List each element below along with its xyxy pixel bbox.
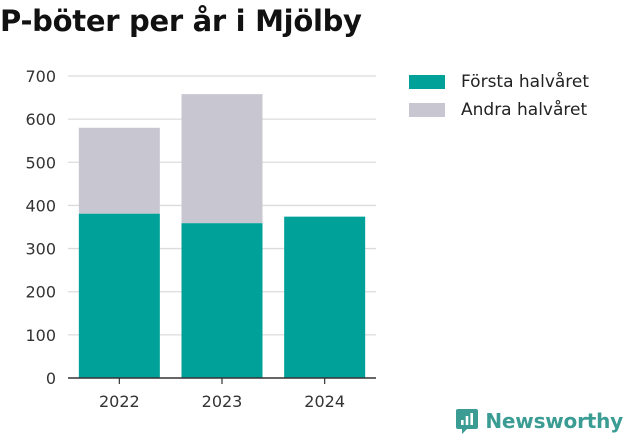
legend-swatch-first-half [409,75,445,89]
y-tick-label-0: 0 [46,369,56,388]
bar-2023-series-1 [181,94,263,224]
bar-2022-series-0 [78,213,160,378]
legend-swatch-second-half [409,103,445,117]
x-tick-label-2023: 2023 [202,392,243,411]
x-tick-label-2022: 2022 [99,392,140,411]
y-tick-label-700: 700 [25,67,56,86]
y-tick-label-200: 200 [25,283,56,302]
y-tick-label-300: 300 [25,240,56,259]
bars [78,94,366,378]
x-tick-label-2024: 2024 [304,392,345,411]
brand-logo: Newsworthy [455,407,623,435]
legend-label-second-half: Andra halvåret [461,100,588,120]
legend-label-first-half: Första halvåret [461,72,590,92]
legend-item-first-half: Första halvåret [409,68,589,96]
axes: 0 100 200 300 400 500 600 700 2022 2023 2024 [25,67,376,411]
legend: Första halvåret Andra halvåret [409,68,589,124]
bar-2024-series-0 [284,216,366,378]
chart-title: P-böter per år i Mjölby [0,4,362,38]
bar-2023-series-0 [181,223,263,378]
y-tick-label-500: 500 [25,153,56,172]
bar-2022-series-1 [78,127,160,214]
y-tick-label-400: 400 [25,196,56,215]
y-tick-label-100: 100 [25,326,56,345]
brand-name: Newsworthy [485,409,623,433]
y-tick-label-600: 600 [25,110,56,129]
legend-item-second-half: Andra halvåret [409,96,589,124]
newsworthy-logo-icon [456,409,479,434]
